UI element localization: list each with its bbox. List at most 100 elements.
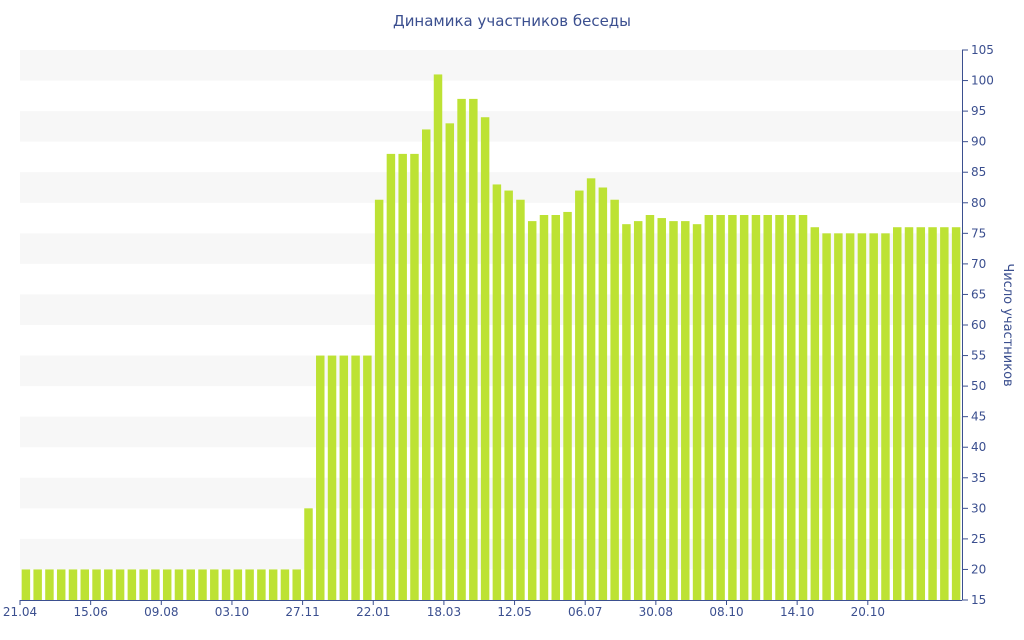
bar <box>834 233 843 600</box>
x-tick-label: 06.07 <box>568 605 602 619</box>
grid-band <box>20 294 962 325</box>
bar <box>787 215 796 600</box>
bar <box>845 233 855 600</box>
bar <box>21 569 31 600</box>
y-tick-label: 50 <box>971 379 986 393</box>
bar <box>316 355 325 600</box>
y-tick-label: 65 <box>971 287 986 301</box>
bar <box>174 569 184 600</box>
x-tick-label: 21.04 <box>3 605 37 619</box>
bar <box>327 355 337 600</box>
bar <box>881 233 890 600</box>
bar <box>45 569 54 600</box>
bar <box>127 569 137 600</box>
bar <box>575 190 584 600</box>
bar <box>410 153 419 600</box>
x-tick-label: 30.08 <box>639 605 673 619</box>
bar <box>763 215 772 600</box>
bar <box>245 569 254 600</box>
grid-band <box>20 172 962 203</box>
y-tick-label: 60 <box>971 318 986 332</box>
bar <box>257 569 266 600</box>
bar <box>669 221 678 601</box>
bar <box>115 569 125 600</box>
grid-band <box>20 416 962 448</box>
bar <box>457 98 466 600</box>
bar <box>857 233 867 600</box>
bar <box>645 215 655 600</box>
bar <box>527 221 537 601</box>
bar <box>162 569 172 600</box>
bar <box>151 569 160 600</box>
bar <box>657 218 666 600</box>
bar <box>210 569 219 600</box>
bar <box>951 227 961 600</box>
bar <box>504 190 513 600</box>
bar <box>233 569 243 600</box>
bar <box>822 233 831 600</box>
y-tick-label: 25 <box>971 532 986 546</box>
y-tick-label: 85 <box>971 165 986 179</box>
grid-band <box>20 355 962 387</box>
grid-band <box>20 111 962 142</box>
bar <box>751 215 761 600</box>
chart-title: Динамика участников беседы <box>392 12 632 30</box>
x-tick-label: 08.10 <box>709 605 743 619</box>
y-tick-label: 35 <box>971 471 986 485</box>
bar <box>551 215 560 600</box>
bar <box>374 199 384 600</box>
bar <box>398 153 407 600</box>
y-tick-label: 15 <box>971 593 986 607</box>
bar <box>798 215 808 600</box>
bar <box>221 569 231 600</box>
bar <box>904 227 914 600</box>
bar <box>633 221 643 601</box>
y-axis-label: Число участников <box>1000 263 1015 386</box>
y-tick-label: 105 <box>971 43 994 57</box>
grid-band <box>20 538 962 570</box>
y-tick-label: 30 <box>971 501 986 515</box>
bar <box>386 153 396 600</box>
bar <box>68 569 78 600</box>
bar <box>304 508 313 600</box>
y-tick-label: 20 <box>971 562 986 576</box>
bar <box>351 355 360 600</box>
x-tick-label: 09.08 <box>144 605 178 619</box>
x-tick-label: 27.11 <box>285 605 319 619</box>
x-tick-label: 15.06 <box>73 605 107 619</box>
y-tick-label: 75 <box>971 226 986 240</box>
bar <box>80 569 89 600</box>
bar <box>480 117 490 600</box>
bar <box>810 227 820 600</box>
bar <box>893 227 902 600</box>
y-tick-label: 45 <box>971 410 986 424</box>
bar <box>598 187 608 600</box>
bar <box>563 211 572 600</box>
bar <box>728 215 737 600</box>
y-tick-label: 55 <box>971 349 986 363</box>
bar <box>916 227 926 600</box>
bar <box>775 215 784 600</box>
bar <box>469 98 478 600</box>
bar <box>869 233 878 600</box>
bar <box>492 184 502 600</box>
bar <box>516 199 525 600</box>
bar <box>681 221 690 601</box>
bar <box>92 569 101 600</box>
bar <box>186 569 195 600</box>
x-tick-label: 20.10 <box>851 605 885 619</box>
y-tick-label: 80 <box>971 196 986 210</box>
grid-band <box>20 477 962 509</box>
y-tick-label: 100 <box>971 74 994 88</box>
x-tick-label: 18.03 <box>427 605 461 619</box>
bar <box>268 569 278 600</box>
y-tick-label: 90 <box>971 135 986 149</box>
grid-band <box>20 233 962 264</box>
bar <box>339 355 349 600</box>
y-tick-label: 95 <box>971 104 986 118</box>
bar <box>198 569 207 600</box>
x-tick-label: 03.10 <box>215 605 249 619</box>
bar <box>104 569 113 600</box>
